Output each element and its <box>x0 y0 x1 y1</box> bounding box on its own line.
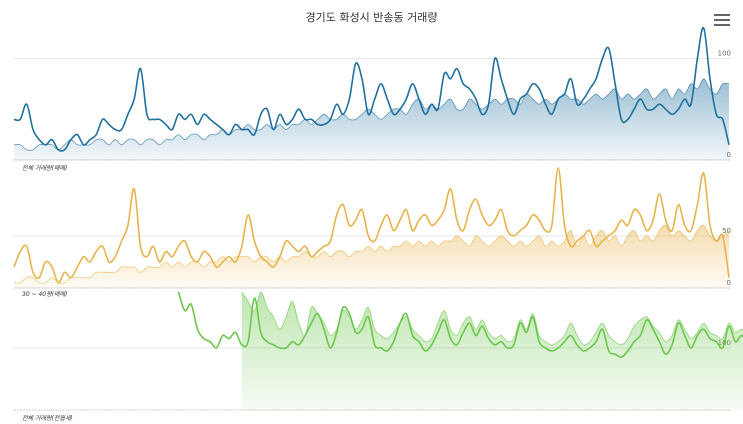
panel-label: 30 ~ 40평(매매) <box>22 291 67 298</box>
y-tick-label: 50 <box>722 227 731 235</box>
y-tick-label: 100 <box>718 49 731 57</box>
panel-label: 전체 거래량(매매) <box>22 165 67 172</box>
area-fill-series <box>241 291 743 410</box>
main-series-line <box>177 291 743 359</box>
area-fill-series <box>14 225 729 288</box>
main-series-line <box>13 167 730 284</box>
area-fill-series <box>14 78 729 160</box>
main-series-line <box>13 27 730 152</box>
hamburger-menu-icon[interactable] <box>714 14 730 27</box>
area-series-line <box>241 291 743 346</box>
area-series-line <box>13 224 730 284</box>
panel-label: 전체 거래량(전월세) <box>22 415 73 422</box>
chart-title: 경기도 화성시 반송동 거래량 <box>305 11 438 24</box>
